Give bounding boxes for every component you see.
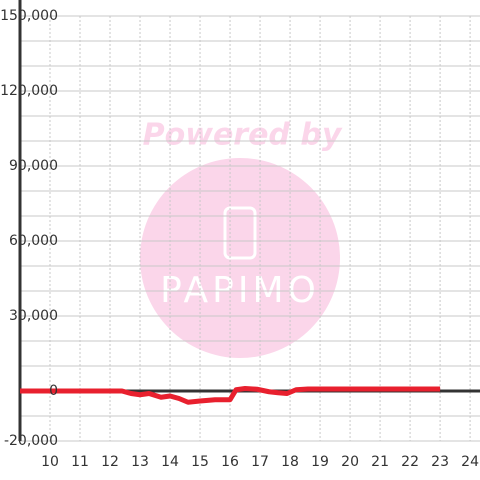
labels: -20,000 0 30,000 60,000 90,000 120,000 150,000… [0,8,479,470]
x-tick-label: 13 [131,454,149,470]
x-tick-label: 17 [251,454,269,470]
y-tick-label: 30,000 [9,308,58,324]
x-tick-label: 16 [221,454,239,470]
y-tick-label: -20,000 [4,433,58,449]
y-tick-label: 120,000 [0,83,58,99]
x-tick-label: 21 [371,454,389,470]
logo-phone [223,206,257,260]
plot [20,386,441,405]
watermark-text: Powered by [143,118,343,153]
x-tick-label: 19 [311,454,329,470]
x-tick-label: 11 [71,454,89,470]
x-tick-label: 23 [431,454,449,470]
x-tick-label: 10 [41,454,59,470]
x-tick-label: 14 [161,454,179,470]
y-tick-label: 0 [49,383,58,399]
y-tick-label: 150,000 [0,8,58,24]
y-tick-label: 60,000 [9,233,58,249]
grid [18,0,480,442]
y-tick-label: 90,000 [9,158,58,174]
x-tick-label: 22 [401,454,419,470]
x-tick-label: 24 [461,454,479,470]
x-tick-label: 20 [341,454,359,470]
x-tick-label: 18 [281,454,299,470]
series-line [20,386,441,405]
x-tick-label: 12 [101,454,119,470]
x-tick-label: 15 [191,454,209,470]
